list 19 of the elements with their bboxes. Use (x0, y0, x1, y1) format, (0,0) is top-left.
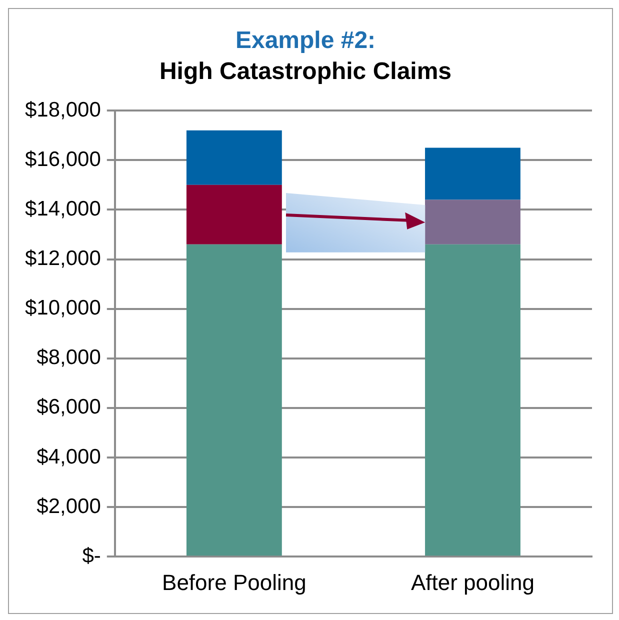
chart-title: Example #2: (235, 27, 376, 54)
y-tick-label: $14,000 (24, 198, 101, 221)
y-tick-label: $16,000 (24, 148, 101, 171)
bar (186, 244, 282, 556)
y-tick-label: $8,000 (36, 346, 101, 370)
y-tick-label: $12,000 (24, 247, 101, 270)
y-tick-label: $2,000 (36, 494, 101, 518)
chart-subtitle: High Catastrophic Claims (159, 58, 452, 85)
bar (425, 244, 520, 556)
y-tick-label: $6,000 (36, 396, 101, 419)
bar (186, 130, 282, 185)
bar (425, 148, 520, 200)
y-tick-label: $4,000 (36, 445, 101, 468)
x-tick-label: Before Pooling (162, 570, 306, 595)
y-tick-label: $- (82, 544, 101, 568)
bar (186, 184, 282, 244)
y-tick-label: $10,000 (24, 296, 101, 320)
x-tick-label: After pooling (410, 570, 534, 595)
y-tick-label: $18,000 (24, 98, 101, 122)
